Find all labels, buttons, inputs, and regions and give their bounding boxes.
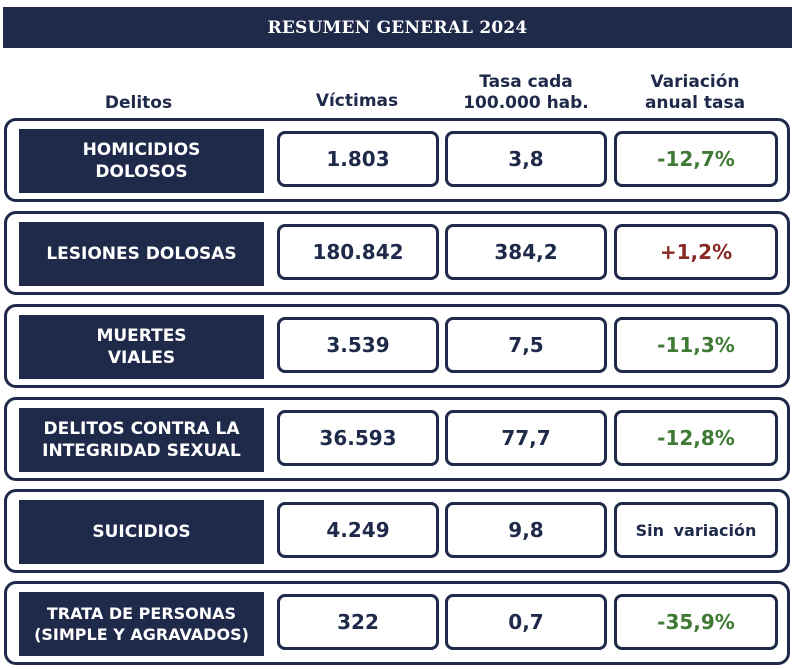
row-label: TRATA DE PERSONAS (SIMPLE Y AGRAVADOS) xyxy=(19,592,264,656)
table-row: TRATA DE PERSONAS (SIMPLE Y AGRAVADOS) 3… xyxy=(4,581,790,665)
row-label-line1: TRATA DE PERSONAS xyxy=(46,604,237,623)
variacion-cell: -11,3% xyxy=(614,317,778,373)
variacion-cell: -35,9% xyxy=(614,594,778,650)
row-label-line1: LESIONES DOLOSAS xyxy=(46,244,237,264)
column-header-delitos-text: Delitos xyxy=(104,92,173,113)
tasa-cell: 7,5 xyxy=(445,317,607,373)
variacion-cell: Sin variación xyxy=(614,502,778,558)
row-label-line1: SUICIDIOS xyxy=(92,522,191,542)
row-label-line2: INTEGRIDAD SEXUAL xyxy=(42,441,241,461)
row-label: SUICIDIOS xyxy=(19,500,264,564)
victimas-cell: 1.803 xyxy=(277,131,439,187)
variacion-cell: -12,7% xyxy=(614,131,778,187)
column-header-variacion-line1: Variación xyxy=(650,72,740,92)
variacion-cell: +1,2% xyxy=(614,224,778,280)
victimas-cell: 4.249 xyxy=(277,502,439,558)
variacion-cell: -12,8% xyxy=(614,410,778,466)
table-row: HOMICIDIOS DOLOSOS 1.803 3,8 -12,7% xyxy=(4,118,790,202)
row-label-line2: (SIMPLE Y AGRAVADOS) xyxy=(34,625,249,644)
tasa-cell: 3,8 xyxy=(445,131,607,187)
column-header-victimas-text: Víctimas xyxy=(315,90,399,111)
tasa-cell: 77,7 xyxy=(445,410,607,466)
tasa-cell: 384,2 xyxy=(445,224,607,280)
column-header-tasa: Tasa cada 100.000 hab. xyxy=(446,72,606,114)
column-header-delitos: Delitos xyxy=(16,82,261,124)
row-label-line1: DELITOS CONTRA LA xyxy=(43,419,240,439)
table-row: LESIONES DOLOSAS 180.842 384,2 +1,2% xyxy=(4,211,790,295)
row-label-line1: HOMICIDIOS xyxy=(82,140,201,160)
victimas-cell: 322 xyxy=(277,594,439,650)
report-title: RESUMEN GENERAL 2024 xyxy=(267,17,528,38)
victimas-cell: 3.539 xyxy=(277,317,439,373)
table-row: DELITOS CONTRA LA INTEGRIDAD SEXUAL 36.5… xyxy=(4,397,790,481)
row-label: MUERTES VIALES xyxy=(19,315,264,379)
table-row: SUICIDIOS 4.249 9,8 Sin variación xyxy=(4,489,790,573)
row-label-line2: VIALES xyxy=(107,348,176,368)
column-header-tasa-line2: 100.000 hab. xyxy=(463,93,589,113)
table-row: MUERTES VIALES 3.539 7,5 -11,3% xyxy=(4,304,790,388)
row-label-line1: MUERTES xyxy=(96,326,187,346)
tasa-cell: 0,7 xyxy=(445,594,607,650)
row-label: HOMICIDIOS DOLOSOS xyxy=(19,129,264,193)
column-header-tasa-line1: Tasa cada xyxy=(479,72,573,92)
column-header-variacion: Variación anual tasa xyxy=(614,72,776,114)
row-label-line2: DOLOSOS xyxy=(95,162,188,182)
row-label: DELITOS CONTRA LA INTEGRIDAD SEXUAL xyxy=(19,408,264,472)
row-label: LESIONES DOLOSAS xyxy=(19,222,264,286)
victimas-cell: 36.593 xyxy=(277,410,439,466)
tasa-cell: 9,8 xyxy=(445,502,607,558)
column-header-victimas: Víctimas xyxy=(277,80,437,122)
report-title-banner: RESUMEN GENERAL 2024 xyxy=(3,7,792,48)
victimas-cell: 180.842 xyxy=(277,224,439,280)
column-header-variacion-line2: anual tasa xyxy=(644,93,746,113)
